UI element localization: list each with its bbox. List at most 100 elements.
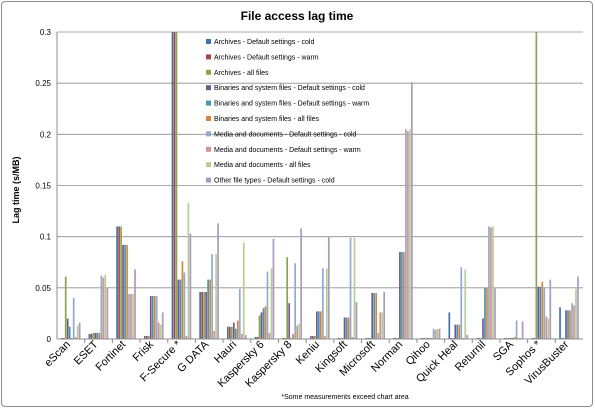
bar: [320, 311, 322, 339]
bar: [104, 274, 107, 339]
bar: [215, 254, 217, 339]
bar: [420, 337, 423, 339]
bar: [573, 305, 575, 339]
bar: [230, 326, 233, 339]
bar: [60, 337, 63, 339]
bar: [226, 326, 229, 339]
bar: [292, 333, 295, 339]
legend-swatch: [206, 131, 211, 137]
bar: [183, 272, 186, 339]
bar: [100, 275, 103, 339]
bar: [266, 271, 269, 339]
legend-swatch: [206, 100, 211, 106]
bar: [151, 296, 154, 339]
bar: [132, 293, 134, 339]
bar: [513, 336, 516, 339]
bar: [62, 337, 65, 339]
bar: [537, 286, 540, 339]
bar: [262, 308, 265, 339]
bar: [345, 317, 348, 339]
y-tick-label: 0.1: [40, 233, 52, 242]
bar: [228, 326, 231, 339]
bar: [484, 287, 486, 339]
bar: [270, 268, 273, 339]
bar: [294, 263, 297, 339]
bar: [547, 318, 550, 339]
bar: [66, 318, 69, 339]
bar: [337, 337, 340, 339]
bar: [242, 242, 245, 339]
legend-label: Media and documents - all files: [214, 162, 311, 169]
bar: [478, 337, 480, 339]
bar: [288, 303, 291, 339]
bar: [64, 276, 67, 339]
bar: [561, 337, 563, 339]
bar: [310, 335, 312, 339]
x-tick-label: Fortinet: [93, 339, 128, 374]
bar: [171, 32, 174, 339]
bar: [456, 324, 459, 339]
bar: [325, 268, 328, 339]
bar: [209, 279, 211, 339]
y-tick-label: 0.3: [40, 28, 52, 37]
bar: [531, 337, 534, 339]
bar: [185, 335, 188, 339]
bar: [282, 337, 285, 339]
bar: [486, 287, 488, 339]
bar: [70, 337, 73, 339]
legend-swatch: [206, 177, 211, 183]
bar: [143, 335, 146, 339]
bar: [462, 337, 465, 339]
bar: [153, 296, 156, 339]
bar: [355, 302, 358, 339]
bar: [377, 332, 380, 339]
bar: [545, 316, 548, 339]
bar: [213, 330, 215, 339]
bar: [521, 321, 524, 339]
bar: [240, 333, 243, 339]
bar: [490, 227, 492, 339]
bar: [286, 257, 289, 339]
bar: [130, 293, 132, 339]
legend-label: Binaries and system files - Default sett…: [214, 85, 365, 92]
bar: [460, 267, 463, 339]
bar: [118, 226, 120, 339]
bar: [571, 303, 573, 339]
bar: [436, 328, 439, 339]
bar: [515, 320, 518, 339]
bar: [203, 291, 205, 339]
bar: [407, 131, 409, 339]
bar: [399, 252, 401, 339]
bar: [312, 335, 314, 339]
bar: [395, 337, 397, 339]
x-tick-label: G DATA: [175, 338, 212, 375]
bar: [339, 337, 342, 339]
bar: [149, 296, 152, 339]
gridlines: [57, 31, 583, 289]
bar: [430, 337, 433, 339]
bar: [260, 312, 263, 339]
bar: [347, 317, 350, 339]
bar: [533, 337, 536, 339]
bar: [507, 337, 510, 339]
bar: [466, 334, 469, 339]
bar: [422, 337, 425, 339]
legend-label: Binaries and system files - all files: [214, 116, 320, 123]
legend-swatch: [206, 162, 211, 168]
bar: [367, 337, 370, 339]
bar: [207, 279, 209, 339]
y-tick-label: 0.2: [40, 130, 52, 139]
bar: [147, 335, 150, 339]
bar: [563, 337, 565, 339]
legend-label: Archives - Default settings - cold: [214, 39, 314, 46]
legend-swatch: [206, 85, 211, 91]
legend-swatch: [206, 69, 211, 75]
bar: [217, 223, 219, 339]
legend-label: Media and documents - Default settings -…: [214, 147, 361, 154]
bar: [369, 337, 372, 339]
bar: [383, 291, 386, 339]
bar: [452, 337, 455, 339]
bar: [157, 322, 160, 339]
bar: [96, 332, 99, 339]
bar: [128, 293, 130, 339]
